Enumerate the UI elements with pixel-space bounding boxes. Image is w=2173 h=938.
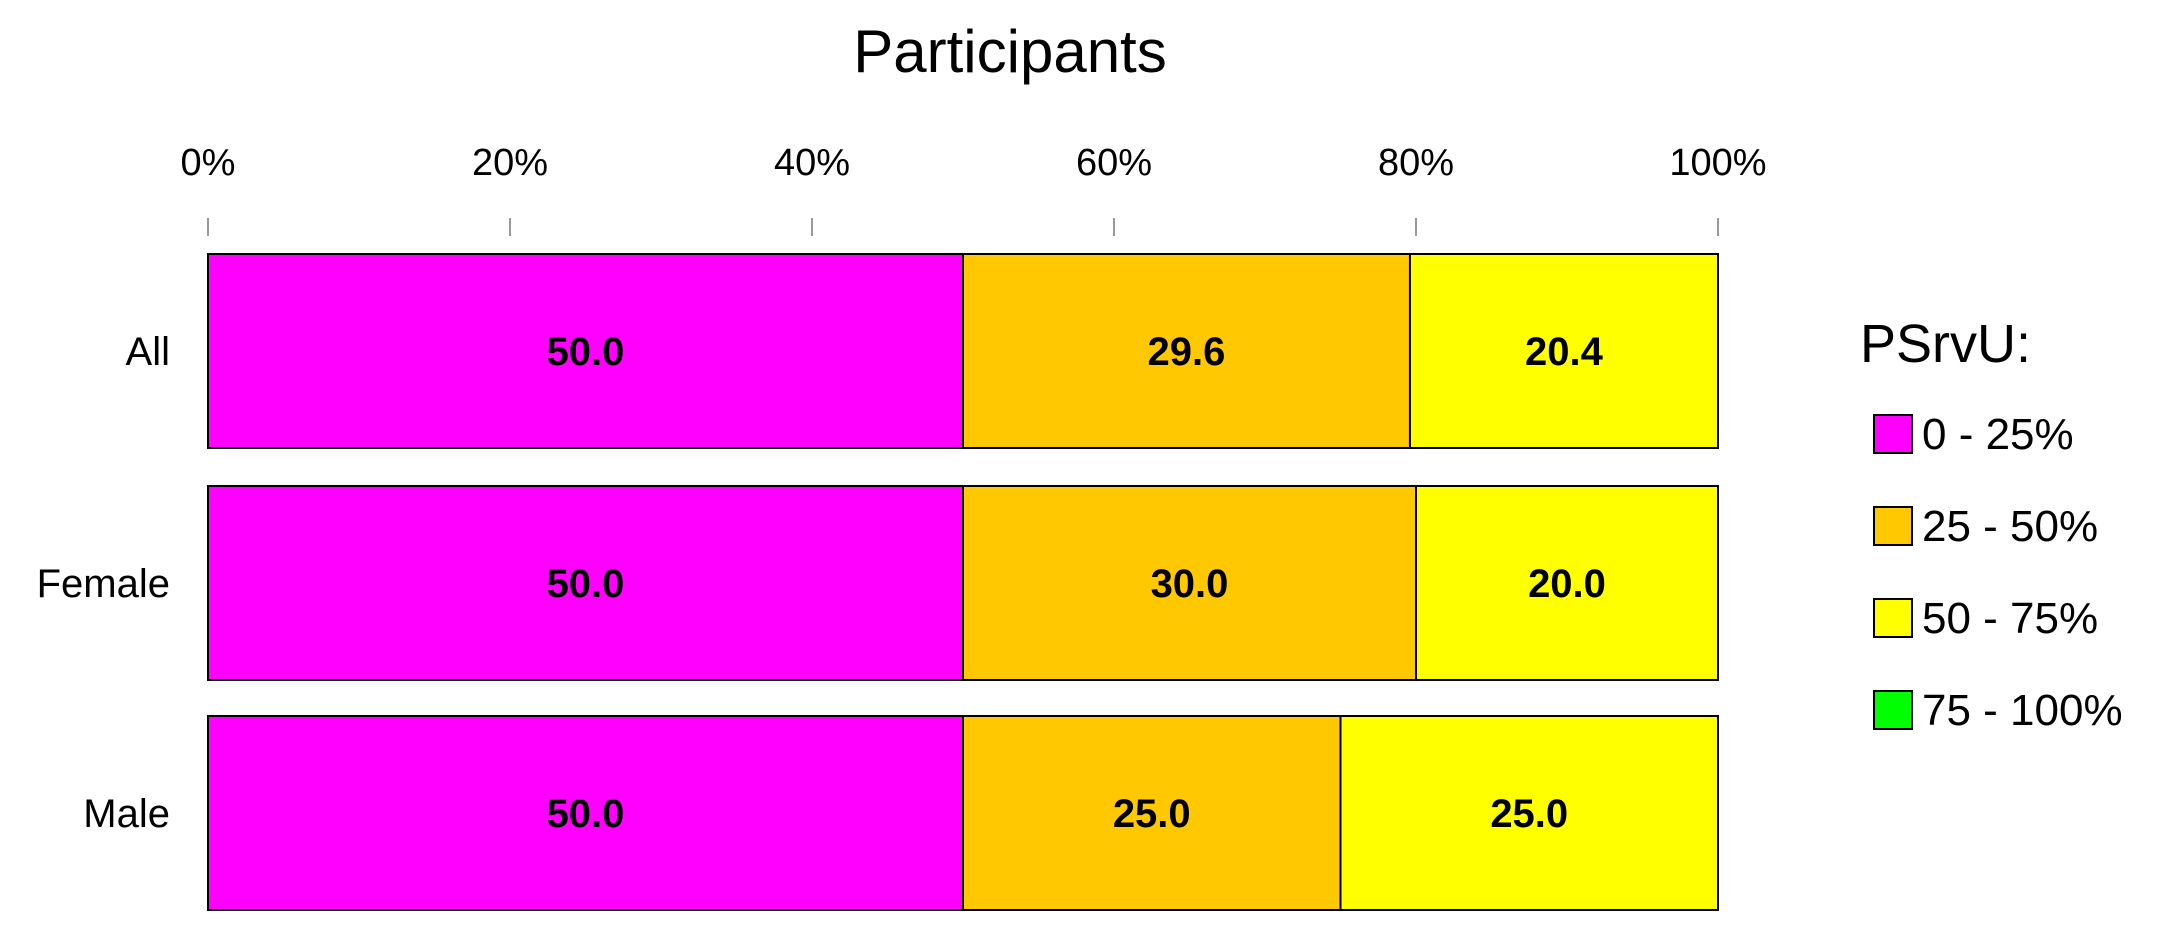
bar-segment (207, 715, 964, 911)
legend-title: PSrvU: (1860, 314, 2031, 374)
chart-title: Participants (853, 18, 1166, 85)
bar-segment (1408, 253, 1719, 449)
bars: All 50.0 29.6 20.4 Female 50.0 30.0 20.0 Male 50.… (37, 253, 1719, 911)
data-label: 30.0 (1151, 562, 1229, 606)
bar-segment (1339, 715, 1719, 911)
data-label: 20.4 (1525, 330, 1604, 374)
data-label: 20.0 (1528, 562, 1606, 606)
category-label: Female (37, 562, 170, 606)
category-label: Male (83, 792, 170, 836)
data-label: 50.0 (547, 792, 625, 836)
x-axis-tick-label: 60% (1076, 142, 1152, 184)
legend: 0 - 25% 25 - 50% 50 - 75% 75 - 100% (1873, 410, 2123, 735)
data-label: 25.0 (1490, 792, 1568, 836)
bar-segment (962, 485, 1417, 681)
bar-segment (1415, 485, 1719, 681)
data-label: 29.6 (1148, 330, 1226, 374)
data-label: 50.0 (547, 330, 625, 374)
x-axis-tick-label: 0% (181, 142, 236, 184)
x-axis-tick-label: 80% (1378, 142, 1454, 184)
bar-segment (962, 715, 1342, 911)
data-label: 25.0 (1113, 792, 1191, 836)
bar-segment (207, 485, 964, 681)
x-axis-tick-label: 100% (1669, 142, 1766, 184)
legend-swatch (1873, 414, 1913, 454)
data-label: 50.0 (547, 562, 625, 606)
x-axis: 0% 20% 40% 60% 80% 100% (181, 142, 1767, 236)
category-label: All (126, 330, 170, 374)
legend-label: 75 - 100% (1922, 686, 2123, 735)
x-axis-tick-label: 20% (472, 142, 548, 184)
legend-swatch (1873, 598, 1913, 638)
legend-swatch (1873, 690, 1913, 730)
legend-label: 0 - 25% (1922, 410, 2074, 459)
legend-swatch (1873, 506, 1913, 546)
bar-segment (207, 253, 964, 449)
x-axis-tick-label: 40% (774, 142, 850, 184)
legend-label: 50 - 75% (1922, 594, 2098, 643)
legend-label: 25 - 50% (1922, 502, 2098, 551)
